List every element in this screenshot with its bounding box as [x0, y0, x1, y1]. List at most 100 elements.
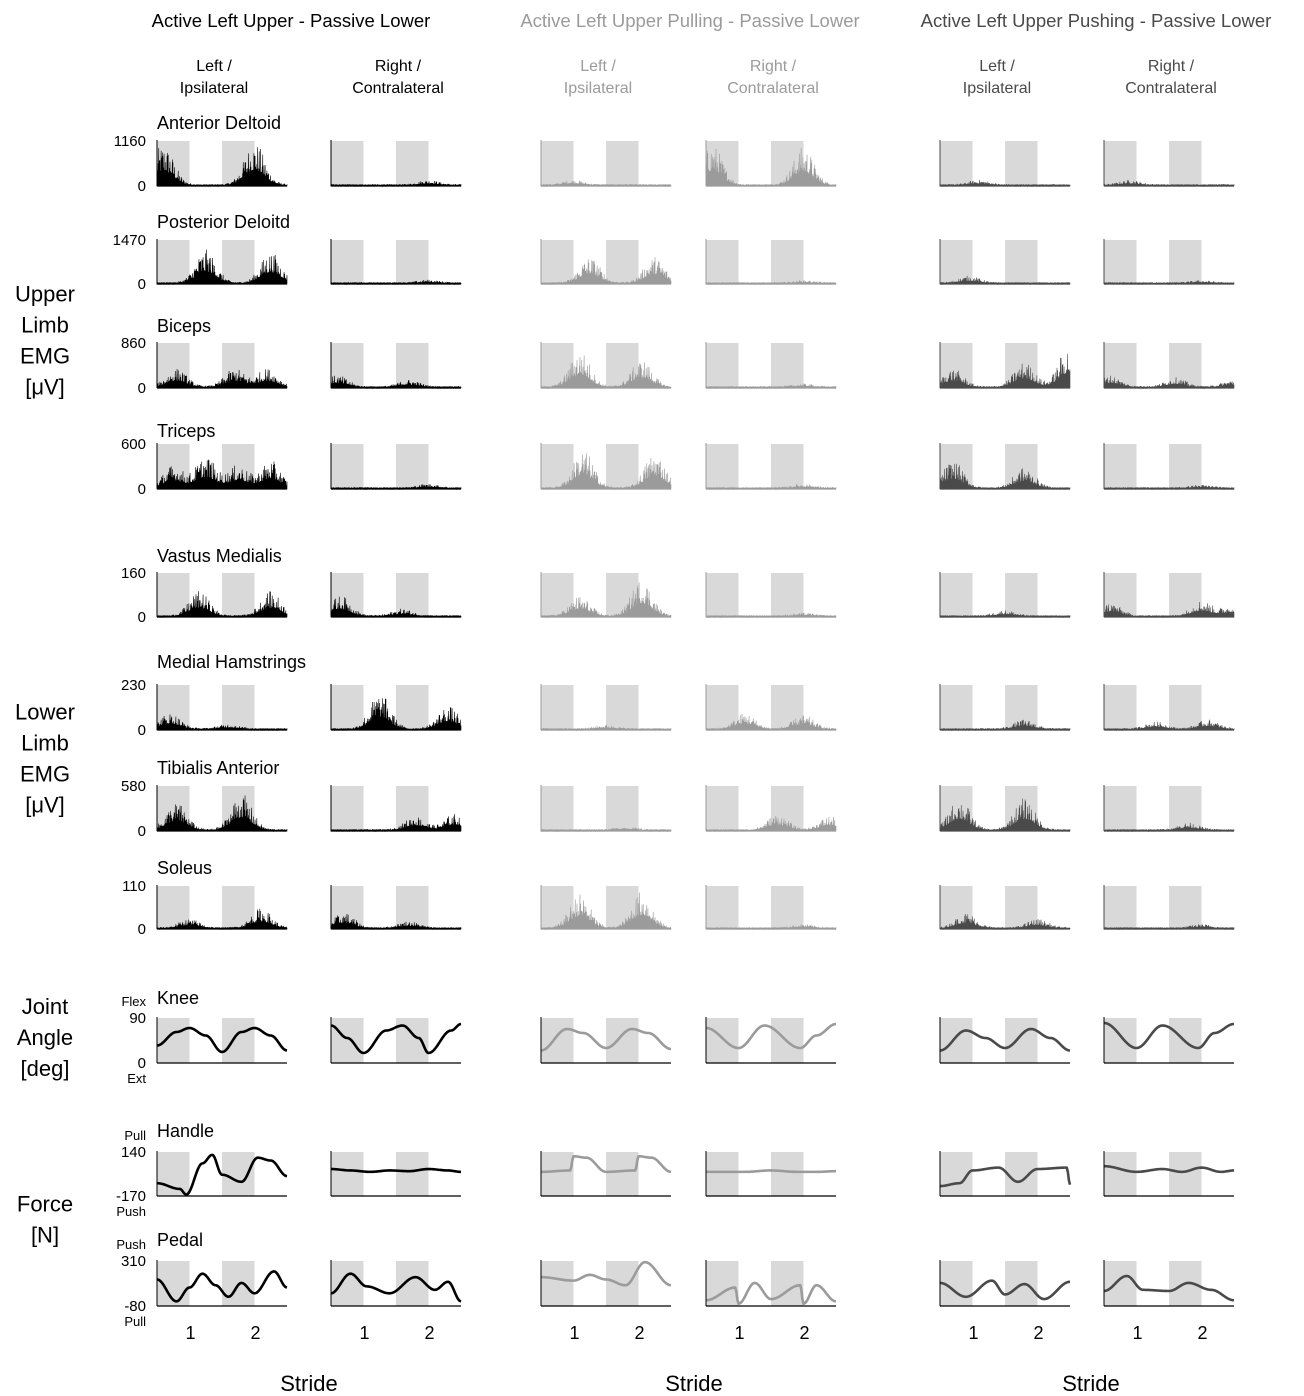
- stance-shade-1: [940, 1018, 973, 1063]
- ytick-min-2: 0: [138, 276, 146, 293]
- condition-title-2: Active Left Upper Pulling - Passive Lowe…: [520, 10, 859, 31]
- panel-r8-p2: [330, 885, 462, 931]
- pedal-trace: [939, 1279, 1071, 1301]
- stance-shade-1: [541, 573, 574, 617]
- panel-r1-p2: [330, 140, 462, 188]
- stance-shade-2: [396, 786, 429, 831]
- stance-shade-2: [1169, 573, 1202, 617]
- pedal-trace: [705, 1281, 837, 1305]
- emg-trace: [156, 795, 288, 833]
- stance-shade-2: [771, 886, 804, 929]
- stride-axis-label-2: Stride: [665, 1371, 722, 1396]
- stance-shade-2: [396, 886, 429, 929]
- stride-tick-3-1: 1: [569, 1323, 579, 1343]
- stance-shade-2: [606, 1152, 639, 1196]
- handle-trace: [330, 1167, 462, 1174]
- stride-tick-1-2: 2: [250, 1323, 260, 1343]
- stance-shade-2: [1005, 573, 1038, 617]
- stride-tick-4-1: 1: [734, 1323, 744, 1343]
- group-label-4-line-1: Force: [17, 1192, 73, 1217]
- stance-shade-1: [706, 444, 739, 489]
- panel-r3-p1: [156, 342, 288, 389]
- condition-title-1: Active Left Upper - Passive Lower: [152, 10, 431, 31]
- stance-shade-2: [771, 240, 804, 284]
- group-label-1-line-3: EMG: [20, 344, 70, 369]
- panel-r10-p4: [705, 1151, 837, 1197]
- ytick-min-4: 0: [138, 481, 146, 498]
- panel-r2-p2: [330, 239, 462, 286]
- ytag-bottom-11: Pull: [124, 1314, 146, 1329]
- ytick-max-11: 310: [121, 1253, 146, 1270]
- stance-shade-1: [541, 444, 574, 489]
- stance-shade-2: [222, 886, 255, 929]
- stance-shade-2: [1169, 240, 1202, 284]
- column-header-6-line-1: Right /: [1148, 58, 1195, 75]
- ytick-min-8: 0: [138, 921, 146, 938]
- panel-r4-p5: [939, 443, 1071, 491]
- panel-r7-p5: [939, 785, 1071, 833]
- knee-trace: [330, 1022, 462, 1055]
- stance-shade-1: [157, 240, 190, 284]
- emg-trace: [540, 892, 672, 931]
- stance-shade-1: [157, 573, 190, 617]
- panel-r10-p2: [330, 1151, 462, 1197]
- stance-shade-1: [331, 1261, 364, 1306]
- stance-shade-1: [1104, 343, 1137, 388]
- stride-tick-6-2: 2: [1197, 1323, 1207, 1343]
- stance-shade-1: [331, 141, 364, 186]
- emg-trace: [1103, 601, 1235, 619]
- ytick-max-1: 1160: [114, 133, 146, 150]
- panel-r2-p3: [540, 239, 672, 286]
- panel-r7-p4: [705, 785, 837, 833]
- stance-shade-1: [331, 1018, 364, 1063]
- panel-r11-p6: [1103, 1260, 1235, 1307]
- handle-trace: [540, 1154, 672, 1174]
- stance-shade-2: [1169, 141, 1202, 186]
- stance-shade-2: [1005, 1152, 1038, 1196]
- stance-shade-2: [222, 1152, 255, 1196]
- stance-shade-2: [222, 1018, 255, 1063]
- panel-r6-p4: [705, 684, 837, 732]
- stance-shade-1: [940, 141, 973, 186]
- column-header-4-line-1: Right /: [750, 58, 797, 75]
- knee-trace: [939, 1027, 1071, 1052]
- panel-r5-p1: [156, 572, 288, 619]
- stance-shade-1: [157, 886, 190, 929]
- panel-r7-p3: [540, 785, 672, 833]
- row-name-4: Triceps: [157, 421, 215, 441]
- stance-shade-2: [396, 1261, 429, 1306]
- panel-r7-p6: [1103, 785, 1235, 833]
- ytick-max-5: 160: [121, 565, 146, 582]
- stance-shade-1: [541, 1018, 574, 1063]
- stance-shade-2: [771, 343, 804, 388]
- stance-shade-1: [706, 1152, 739, 1196]
- ytick-max-10: 140: [121, 1144, 146, 1161]
- row-name-6: Medial Hamstrings: [157, 652, 306, 672]
- column-header-5-line-2: Ipsilateral: [963, 80, 1031, 97]
- stance-shade-1: [541, 1152, 574, 1196]
- panel-r6-p1: [156, 684, 288, 732]
- knee-trace: [540, 1027, 672, 1052]
- pedal-trace: [156, 1270, 288, 1303]
- emg-trace: [330, 913, 462, 931]
- ytick-min-5: 0: [138, 609, 146, 626]
- stance-shade-1: [541, 1261, 574, 1306]
- emg-trace: [540, 180, 672, 188]
- stance-shade-1: [706, 886, 739, 929]
- emg-trace: [540, 582, 672, 619]
- row-name-10: Handle: [157, 1121, 214, 1141]
- group-label-3-line-2: Angle: [17, 1025, 73, 1050]
- stance-shade-2: [396, 141, 429, 186]
- panel-r10-p5: [939, 1151, 1072, 1197]
- panel-r5-p5: [939, 572, 1071, 619]
- panel-r11-p4: [705, 1260, 837, 1307]
- stance-shade-2: [1005, 240, 1038, 284]
- column-header-2-line-1: Right /: [375, 58, 422, 75]
- row-name-9: Knee: [157, 988, 199, 1008]
- ytick-max-6: 230: [121, 677, 146, 694]
- stance-shade-1: [1104, 886, 1137, 929]
- handle-trace: [705, 1169, 837, 1174]
- panel-r5-p2: [330, 572, 462, 619]
- stance-shade-1: [331, 786, 364, 831]
- stance-shade-2: [1005, 141, 1038, 186]
